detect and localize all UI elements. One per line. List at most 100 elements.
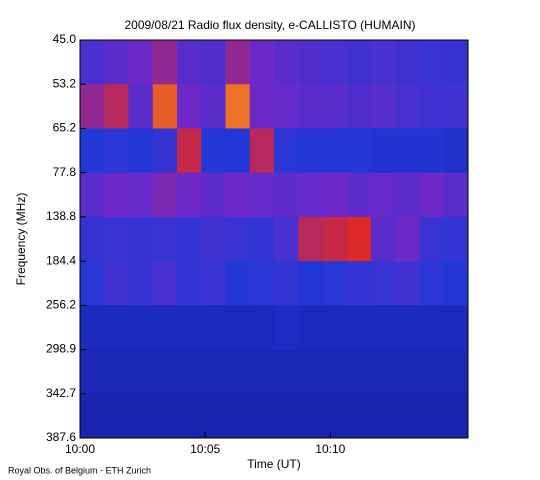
cell xyxy=(274,84,299,129)
cell xyxy=(371,84,396,129)
cell xyxy=(443,84,469,129)
cell xyxy=(443,128,469,174)
cell xyxy=(249,305,275,351)
cell xyxy=(274,172,299,218)
cell xyxy=(80,84,105,129)
cell xyxy=(371,128,396,174)
cell xyxy=(395,172,420,218)
cell xyxy=(395,216,420,262)
cell xyxy=(298,349,323,395)
cell xyxy=(371,305,396,351)
cell xyxy=(128,305,154,351)
cell xyxy=(225,261,251,306)
axes: 10:00 10:05 10:10 45.0 53.2 65.2 77.8 138.8 184.… xyxy=(46,32,469,456)
cell xyxy=(371,172,396,218)
cell xyxy=(419,40,445,85)
cell xyxy=(128,216,154,262)
cell xyxy=(104,393,129,439)
cell xyxy=(298,216,323,262)
cell xyxy=(274,349,299,395)
cell xyxy=(201,172,226,218)
cell xyxy=(104,216,129,262)
cell xyxy=(249,349,275,395)
cell xyxy=(177,84,202,129)
cell xyxy=(104,172,129,218)
cell xyxy=(249,40,275,85)
plot-frame xyxy=(79,39,469,439)
cell xyxy=(225,40,251,85)
cell xyxy=(249,172,275,218)
cell xyxy=(346,393,372,439)
cell xyxy=(225,128,251,174)
cell xyxy=(177,216,202,262)
y-tick-label: 342.7 xyxy=(46,386,76,400)
cell xyxy=(128,393,154,439)
y-tick-label: 53.2 xyxy=(53,76,77,90)
cell xyxy=(443,305,469,351)
cell xyxy=(419,172,445,218)
cell xyxy=(443,261,469,306)
cell xyxy=(298,84,323,129)
cell xyxy=(177,393,202,439)
cell xyxy=(225,349,251,395)
cell xyxy=(201,216,226,262)
x-tick-label: 10:10 xyxy=(315,442,345,456)
cell xyxy=(80,261,105,306)
cell xyxy=(298,393,323,439)
cell xyxy=(201,349,226,395)
cell xyxy=(104,305,129,351)
cell xyxy=(177,128,202,174)
y-tick-label: 298.9 xyxy=(46,342,76,356)
cell xyxy=(80,40,105,85)
cell xyxy=(298,128,323,174)
cell xyxy=(80,393,105,439)
cell xyxy=(371,216,396,262)
cell xyxy=(395,393,420,439)
cell xyxy=(322,216,348,262)
cell xyxy=(152,172,178,218)
cell xyxy=(80,216,105,262)
cell xyxy=(371,261,396,306)
cell xyxy=(274,393,299,439)
cell xyxy=(152,84,178,129)
cell xyxy=(371,393,396,439)
x-tick-label: 10:00 xyxy=(65,442,95,456)
cell xyxy=(152,40,178,85)
cell xyxy=(346,349,372,395)
cell xyxy=(177,40,202,85)
cell xyxy=(104,349,129,395)
cell xyxy=(249,128,275,174)
cell xyxy=(128,261,154,306)
cell xyxy=(104,40,129,85)
cell xyxy=(274,128,299,174)
cell xyxy=(395,128,420,174)
cell xyxy=(104,128,129,174)
cell xyxy=(152,305,178,351)
cell xyxy=(128,128,154,174)
cell xyxy=(128,40,154,85)
cell xyxy=(274,261,299,306)
cell xyxy=(152,216,178,262)
y-tick-label: 77.8 xyxy=(53,165,77,179)
cell xyxy=(274,216,299,262)
cell xyxy=(346,172,372,218)
cell xyxy=(371,40,396,85)
cell xyxy=(322,393,348,439)
cell xyxy=(249,261,275,306)
cell xyxy=(80,172,105,218)
cell xyxy=(346,84,372,129)
cell xyxy=(322,172,348,218)
cell xyxy=(419,128,445,174)
cell xyxy=(298,40,323,85)
x-tick-label: 10:05 xyxy=(190,442,220,456)
cell xyxy=(177,172,202,218)
cell xyxy=(80,128,105,174)
cell xyxy=(201,128,226,174)
cell xyxy=(419,305,445,351)
cell xyxy=(274,305,299,351)
cell xyxy=(322,305,348,351)
cell xyxy=(128,172,154,218)
cell xyxy=(152,261,178,306)
cell xyxy=(225,393,251,439)
